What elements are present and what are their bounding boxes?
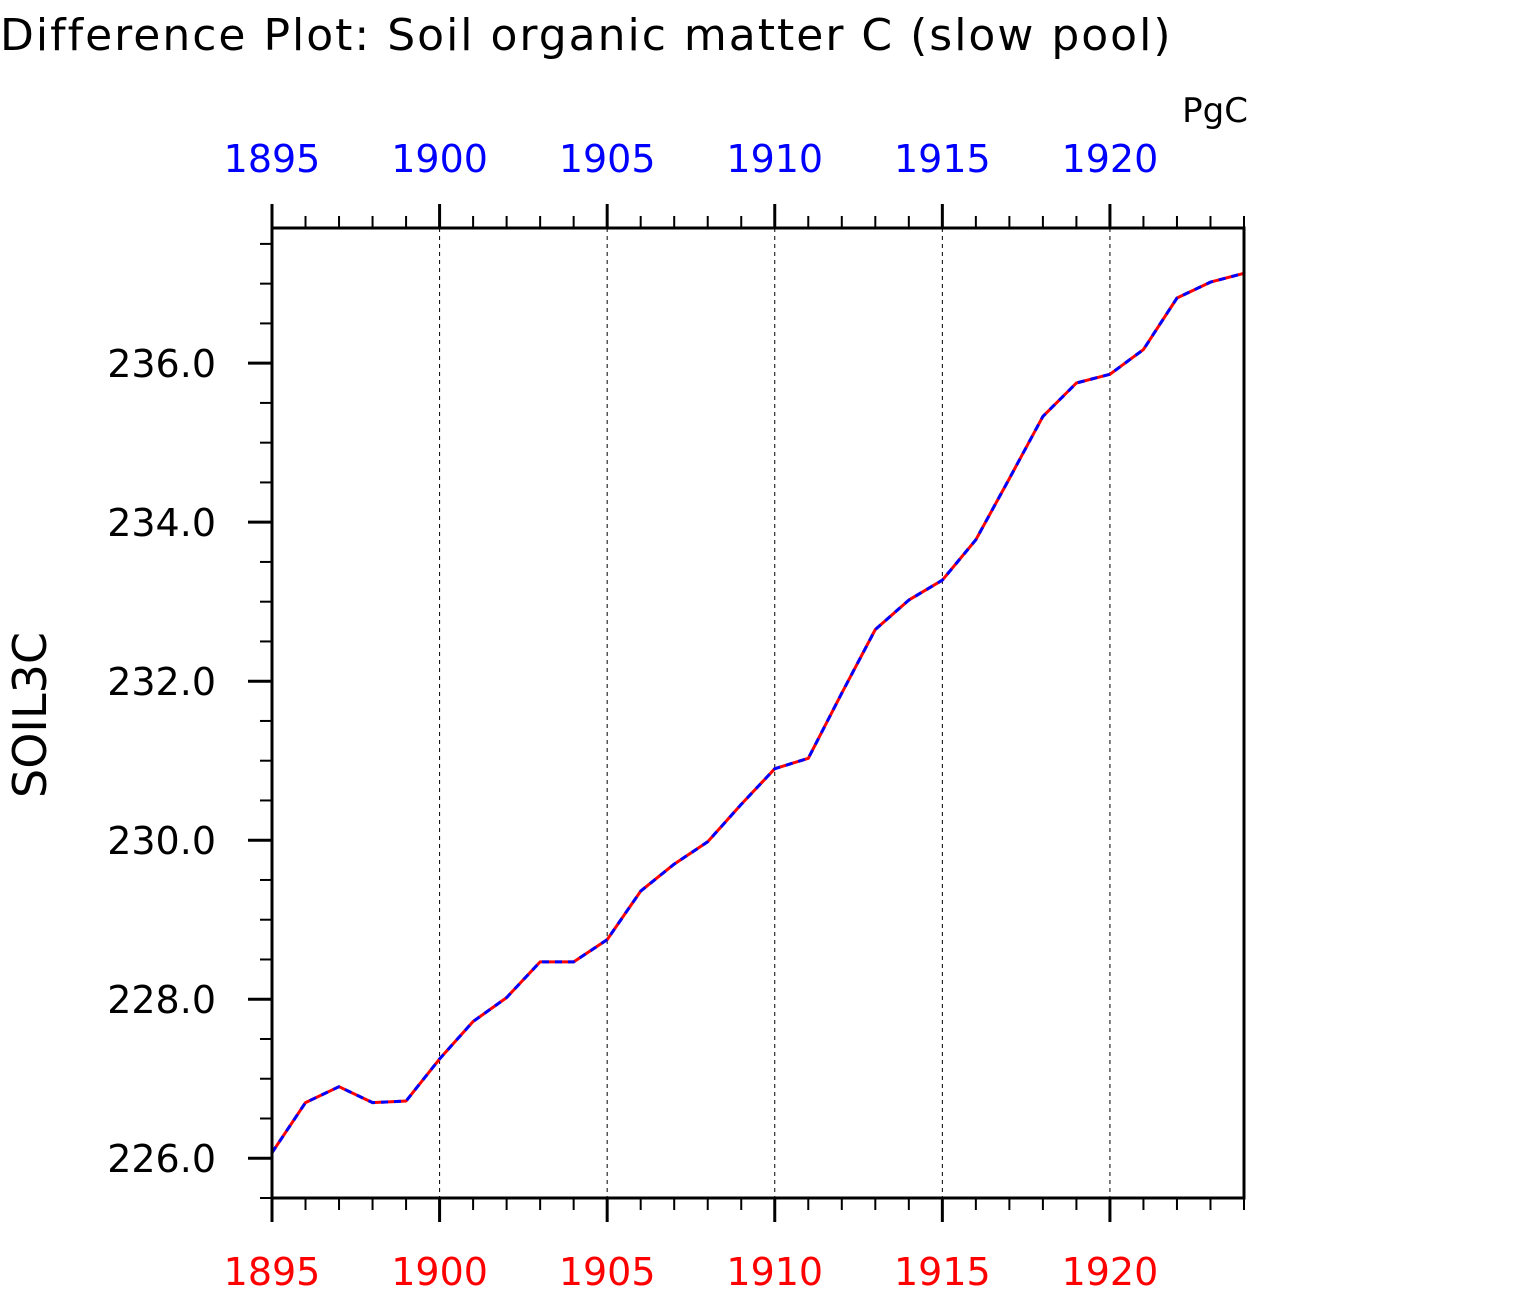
x-tick-label-bottom: 1920 — [1062, 1250, 1159, 1290]
y-tick-label: 230.0 — [107, 819, 216, 863]
x-tick-label-bottom: 1905 — [559, 1250, 656, 1290]
series-line-red — [270, 271, 1245, 1154]
series-lines — [270, 271, 1245, 1154]
y-tick-label: 228.0 — [107, 978, 216, 1022]
x-tick-label-top: 1895 — [224, 137, 321, 181]
x-tick-label-bottom: 1900 — [391, 1250, 488, 1290]
x-tick-label-bottom: 1910 — [726, 1250, 823, 1290]
plot-frame — [270, 226, 1246, 1200]
x-tick-label-top: 1910 — [726, 137, 823, 181]
x-tick-label-top: 1915 — [894, 137, 991, 181]
vertical-grid — [439, 228, 1111, 1198]
y-axis-label: SOIL3C — [3, 632, 57, 798]
x-tick-label-top: 1920 — [1062, 137, 1159, 181]
y-tick-label: 234.0 — [107, 501, 216, 545]
x-tick-label-top: 1905 — [559, 137, 656, 181]
tick-labels: 1895 1895 1900 1900 1905 1905 1910 1910 1915 1915… — [107, 137, 1158, 1290]
units-label: PgC — [1182, 91, 1248, 131]
chart-title: Difference Plot: Soil organic matter C (… — [0, 10, 1172, 61]
x-tick-label-bottom: 1895 — [224, 1250, 321, 1290]
series-line-blue — [270, 271, 1245, 1154]
y-tick-label: 226.0 — [107, 1137, 216, 1181]
y-tick-label: 236.0 — [107, 342, 216, 386]
axis-ticks — [248, 204, 1245, 1222]
x-tick-label-top: 1900 — [391, 137, 488, 181]
x-tick-label-bottom: 1915 — [894, 1250, 991, 1290]
y-tick-label: 232.0 — [107, 660, 216, 704]
